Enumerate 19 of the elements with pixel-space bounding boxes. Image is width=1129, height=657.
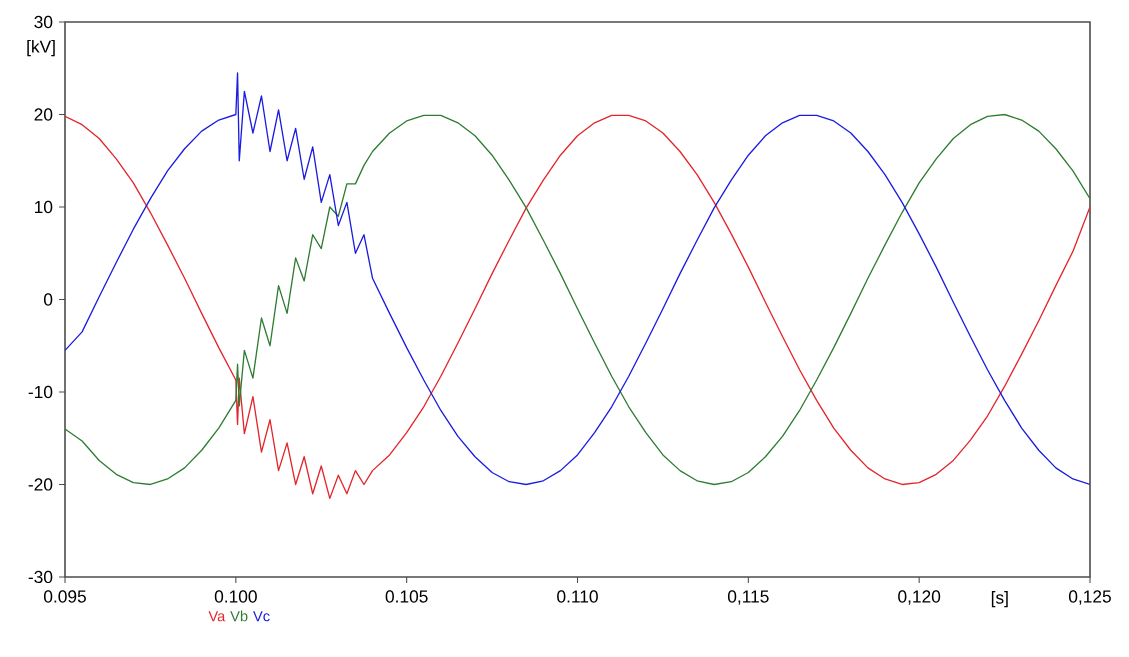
x-tick-label: 0.110 [557, 590, 598, 603]
y-tick-label: 20 [34, 108, 53, 121]
x-tick-label: 0.100 [214, 590, 257, 603]
x-tick-label: 0.105 [385, 590, 428, 603]
x-tick-label: 0,115 [727, 590, 769, 605]
y-tick-label: -10 [28, 385, 53, 399]
x-axis-title: [s] [991, 591, 1008, 608]
x-tick-label: 0,125 [1068, 590, 1111, 605]
y-tick-label: -20 [28, 478, 53, 491]
x-tick-label: 0,120 [898, 590, 941, 605]
y-tick-label: 30 [34, 15, 53, 29]
y-tick-label: -30 [28, 570, 53, 584]
text: Va [208, 611, 226, 622]
y-tick-label: 10 [35, 200, 53, 214]
text: Vb [230, 610, 248, 622]
text: Vc [253, 611, 270, 622]
y-tick-label: 0 [44, 293, 53, 306]
y-axis-title: [kV] [27, 40, 55, 57]
x-tick-label: 0.095 [43, 590, 86, 603]
